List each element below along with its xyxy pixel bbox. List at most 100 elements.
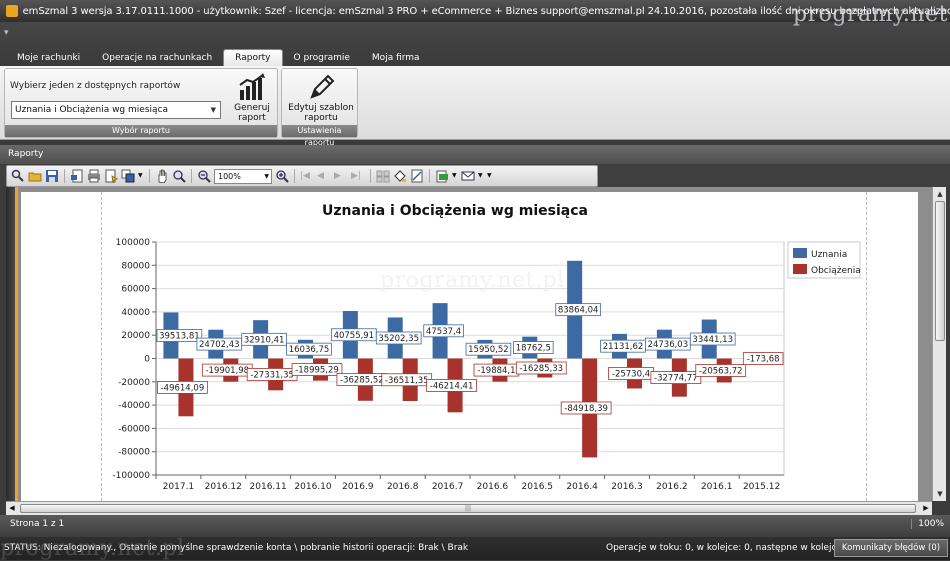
data-label-box <box>286 342 332 356</box>
chevron-down-icon[interactable]: ▼ <box>138 172 143 179</box>
toolbar-separator <box>191 169 192 183</box>
print-icon[interactable] <box>87 169 101 183</box>
page-layout-icon[interactable] <box>121 169 135 183</box>
data-label: -16285,33 <box>515 361 567 375</box>
data-label-text: -32774,77 <box>654 374 698 384</box>
last-page-icon[interactable]: ▶| <box>351 171 361 181</box>
x-tick-label: 2016.8 <box>387 482 419 492</box>
tab-operacje[interactable]: Operacje na rachunkach <box>102 53 213 63</box>
report-viewer[interactable]: Uznania i Obciążenia wg miesiąca 100000 8… <box>6 187 932 501</box>
data-label-text: -25730,4 <box>612 369 650 379</box>
toolbar-separator <box>370 169 371 183</box>
x-tick-label: 2016.5 <box>522 482 554 492</box>
data-label: -36511,35 <box>381 373 433 387</box>
data-label-text: 21131,62 <box>603 342 644 352</box>
data-label: -25730,4 <box>608 367 654 380</box>
search-icon[interactable] <box>11 169 25 183</box>
data-label-box <box>465 342 512 356</box>
zoom-in-icon[interactable] <box>275 169 289 183</box>
edit-template-button[interactable]: Edytuj szablon raportu <box>288 73 354 123</box>
previous-page-icon[interactable]: ◀ <box>317 171 324 181</box>
tab-moje-rachunki[interactable]: Moje rachunki <box>17 53 81 63</box>
scroll-left-icon[interactable]: ◀ <box>9 504 15 512</box>
scroll-thumb[interactable] <box>935 201 945 341</box>
dropdown-arrow-icon[interactable]: ▾ <box>4 28 9 38</box>
report-select[interactable]: Uznania i Obciążenia wg miesiąca ▼ <box>11 101 221 119</box>
multi-page-icon[interactable] <box>376 169 390 183</box>
y-axis: 100000 80000 60000 40000 20000 0 -20000 -40000 -… <box>112 238 157 481</box>
scroll-thumb[interactable]: ||| <box>20 504 916 513</box>
data-label-box <box>291 363 343 376</box>
app-icon <box>6 5 18 17</box>
title-bar: emSzmal 3 wersja 3.17.0111.1000 - użytko… <box>0 0 950 22</box>
magnifier-icon[interactable] <box>172 169 186 183</box>
data-label-box <box>515 361 567 375</box>
data-label-box <box>426 379 477 392</box>
y-tick-label: 20000 <box>121 331 150 341</box>
chevron-down-icon[interactable]: ▼ <box>487 172 492 179</box>
viewer-margin <box>6 187 18 501</box>
data-label: 24736,03 <box>645 337 691 351</box>
chart-title: Uznania i Obciążenia wg miesiąca <box>322 203 588 219</box>
toolbar-separator <box>429 169 430 183</box>
page-setup-icon[interactable] <box>70 169 84 183</box>
watermark-icon[interactable] <box>410 169 424 183</box>
report-select-value: Uznania i Obciążenia wg miesiąca <box>15 105 168 115</box>
color-fill-icon[interactable] <box>393 169 407 183</box>
chevron-down-icon[interactable]: ▼ <box>452 172 457 179</box>
error-messages-button[interactable]: Komunikaty błędów (0) <box>834 539 948 557</box>
chart: Uznania i Obciążenia wg miesiąca 100000 8… <box>112 203 860 492</box>
tab-o-programie[interactable]: O programie <box>293 53 350 63</box>
scroll-right-icon[interactable]: ▶ <box>923 504 929 512</box>
report-page: Uznania i Obciążenia wg miesiąca 100000 8… <box>21 192 918 501</box>
generate-report-button[interactable]: Generuj raport <box>230 73 274 123</box>
data-label-text: 32910,41 <box>244 335 285 345</box>
chevron-down-icon[interactable]: ▼ <box>478 172 483 179</box>
data-label-text: -19884,1 <box>477 366 515 376</box>
quick-print-icon[interactable] <box>104 169 118 183</box>
zoom-select[interactable]: 100% ▼ <box>214 168 272 184</box>
ribbon: Wybierz jeden z dostępnych raportów Uzna… <box>0 66 950 147</box>
data-label-text: -84918,39 <box>564 404 608 414</box>
data-label: -18995,29 <box>291 363 343 376</box>
next-page-icon[interactable]: ▶ <box>334 171 341 181</box>
vertical-scrollbar[interactable]: ▲ ▼ <box>932 187 946 501</box>
zoom-out-icon[interactable] <box>197 169 211 183</box>
bar-chart-icon <box>239 73 265 100</box>
open-folder-icon[interactable] <box>28 169 42 183</box>
data-label: -32774,77 <box>650 371 702 384</box>
x-tick-label: 2016.6 <box>477 482 509 492</box>
scroll-down-icon[interactable]: ▼ <box>937 490 943 498</box>
y-tick-label: 80000 <box>121 261 150 271</box>
data-label-text: -27331,35 <box>250 370 294 380</box>
y-tick-label: -60000 <box>118 424 150 434</box>
data-label: 16036,75 <box>286 342 332 356</box>
y-tick-label: -100000 <box>112 471 150 481</box>
data-label-box <box>695 364 747 377</box>
data-label: 33441,13 <box>689 332 736 346</box>
data-label-box <box>555 303 601 317</box>
save-icon[interactable] <box>45 169 59 183</box>
x-tick-label: 2016.12 <box>205 482 242 492</box>
data-label-box <box>689 332 736 346</box>
data-label: 39513,81 <box>156 329 203 342</box>
report-selection-group: Wybierz jeden z dostępnych raportów Uzna… <box>4 68 278 138</box>
data-label-text: 35202,35 <box>378 334 419 344</box>
first-page-icon[interactable]: |◀ <box>300 171 310 181</box>
scroll-up-icon[interactable]: ▲ <box>937 190 943 198</box>
horizontal-scrollbar[interactable]: ◀ ||| ▶ <box>6 501 932 515</box>
x-tick-label: 2016.4 <box>566 482 598 492</box>
data-label-box <box>375 331 422 345</box>
data-label: -36285,52 <box>336 373 388 387</box>
email-icon[interactable] <box>461 169 475 183</box>
viewer-status-bar: Strona 1 z 1 100% <box>0 515 950 537</box>
edit-template-label: Edytuj szablon raportu <box>288 103 354 123</box>
data-label-box <box>742 352 784 366</box>
tab-raporty[interactable]: Raporty <box>223 49 283 66</box>
data-label: 35202,35 <box>375 331 422 345</box>
data-label: 83864,04 <box>555 303 601 317</box>
export-icon[interactable] <box>435 169 449 183</box>
tab-moja-firma[interactable]: Moja firma <box>371 53 420 63</box>
x-tick-label: 2016.10 <box>294 482 331 492</box>
hand-tool-icon[interactable] <box>155 169 169 183</box>
